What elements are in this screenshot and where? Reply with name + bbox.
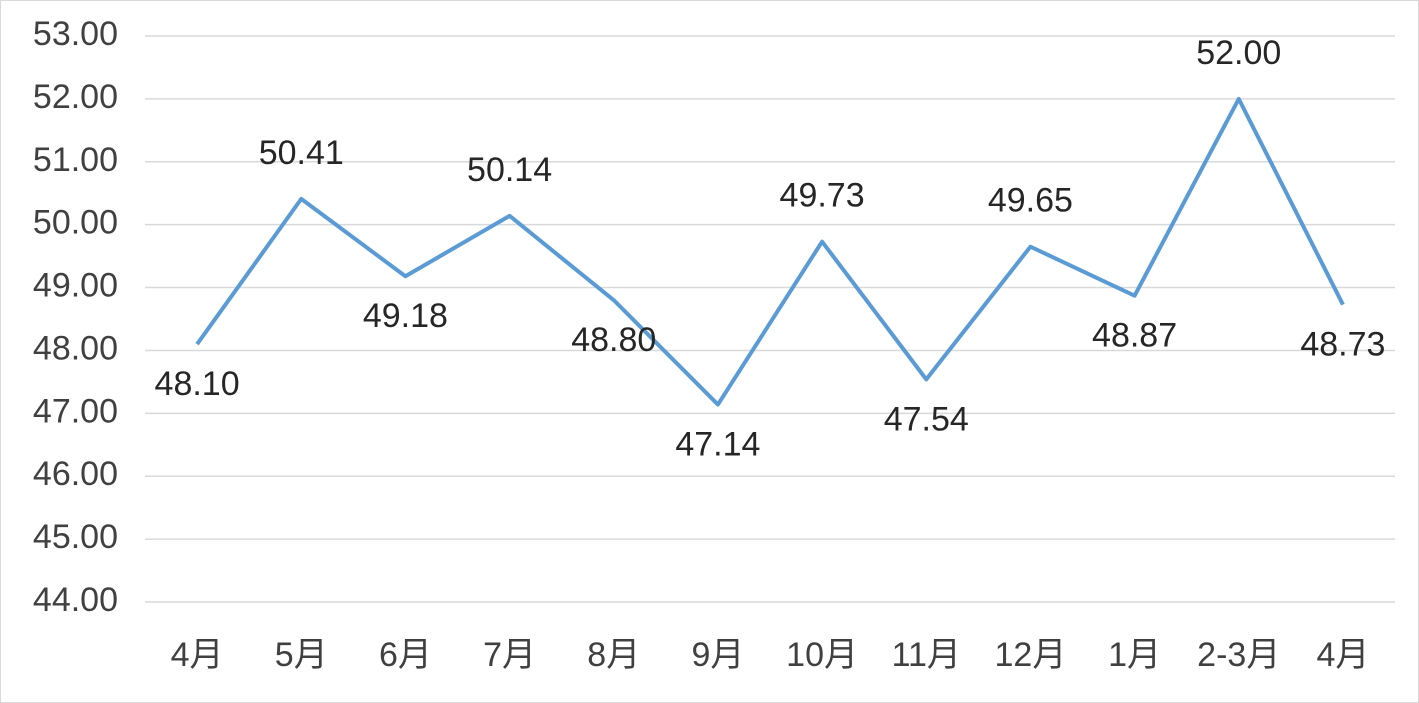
data-label: 52.00 <box>1196 34 1281 72</box>
x-tick-label: 12月 <box>995 636 1067 674</box>
x-tick-label: 9月 <box>691 636 744 674</box>
data-label: 48.73 <box>1300 326 1385 364</box>
y-tick-label: 45.00 <box>33 518 118 556</box>
y-tick-label: 46.00 <box>33 455 118 493</box>
data-label: 48.87 <box>1092 317 1177 355</box>
y-tick-label: 47.00 <box>33 392 118 430</box>
x-tick-label: 4月 <box>171 636 224 674</box>
y-tick-label: 50.00 <box>33 204 118 242</box>
x-tick-label: 1月 <box>1108 636 1161 674</box>
x-tick-label: 7月 <box>483 636 536 674</box>
data-label: 49.65 <box>988 182 1073 220</box>
data-label: 48.10 <box>155 365 240 403</box>
x-tick-label: 11月 <box>892 636 961 674</box>
y-tick-label: 53.00 <box>33 15 118 53</box>
data-label: 48.80 <box>571 321 656 359</box>
data-label: 47.54 <box>884 400 969 438</box>
x-tick-label: 2-3月 <box>1197 636 1280 674</box>
x-tick-label: 6月 <box>379 636 432 674</box>
y-tick-label: 48.00 <box>33 329 118 367</box>
data-label: 50.14 <box>467 151 552 189</box>
data-label: 50.41 <box>259 134 344 172</box>
data-label: 49.18 <box>363 297 448 335</box>
y-tick-label: 51.00 <box>33 141 118 179</box>
data-label: 47.14 <box>675 426 760 464</box>
data-label: 49.73 <box>780 177 865 215</box>
y-tick-label: 49.00 <box>33 267 118 305</box>
x-tick-label: 5月 <box>275 636 328 674</box>
x-tick-label: 10月 <box>786 636 858 674</box>
x-tick-label: 4月 <box>1316 636 1369 674</box>
x-tick-label: 8月 <box>587 636 640 674</box>
y-tick-label: 44.00 <box>33 581 118 619</box>
data-line <box>195 96 1345 407</box>
y-tick-label: 52.00 <box>33 78 118 116</box>
